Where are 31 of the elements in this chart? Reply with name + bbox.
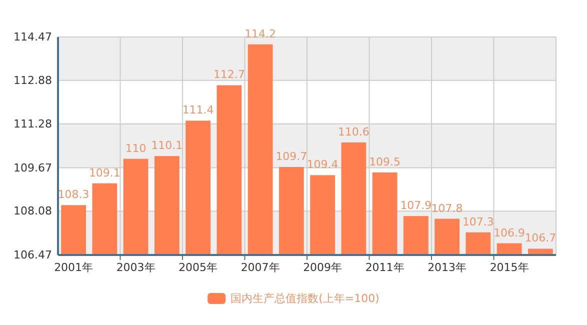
x-tick-label: 2003年 xyxy=(116,260,156,274)
x-tick-label: 2013年 xyxy=(428,260,467,274)
data-label: 109.1 xyxy=(88,166,120,180)
data-label: 110.1 xyxy=(151,139,183,152)
data-label: 109.7 xyxy=(276,150,308,163)
data-label: 110.6 xyxy=(338,125,370,138)
data-label: 114.2 xyxy=(244,27,276,40)
data-label: 106.7 xyxy=(524,232,556,245)
y-tick-label: 109.67 xyxy=(14,161,52,174)
data-label: 110 xyxy=(125,142,146,155)
data-label: 106.9 xyxy=(494,226,526,240)
x-tick-label: 2007年 xyxy=(240,260,280,274)
data-label: 109.5 xyxy=(369,155,401,168)
x-tick-label: 2015年 xyxy=(490,260,529,274)
data-label: 109.4 xyxy=(306,158,338,172)
y-tick-label: 111.28 xyxy=(14,117,52,130)
data-label: 112.7 xyxy=(213,68,245,82)
x-tick-label: 2009年 xyxy=(303,260,342,274)
data-label: 107.3 xyxy=(462,215,494,228)
data-label: 111.4 xyxy=(182,104,214,117)
x-tick-label: 2005年 xyxy=(178,260,218,274)
x-tick-label: 2011年 xyxy=(365,260,404,274)
y-tick-label: 112.88 xyxy=(14,74,52,87)
y-tick-label: 106.47 xyxy=(14,248,52,262)
data-label: 108.3 xyxy=(58,188,90,202)
x-tick-label: 2001年 xyxy=(54,260,94,274)
data-label: 107.8 xyxy=(431,202,463,215)
legend-label: 国内生产总值指数(上年=100) xyxy=(230,292,380,305)
data-label: 107.9 xyxy=(400,199,432,212)
y-tick-label: 114.47 xyxy=(14,30,52,44)
y-tick-label: 108.08 xyxy=(14,204,52,218)
